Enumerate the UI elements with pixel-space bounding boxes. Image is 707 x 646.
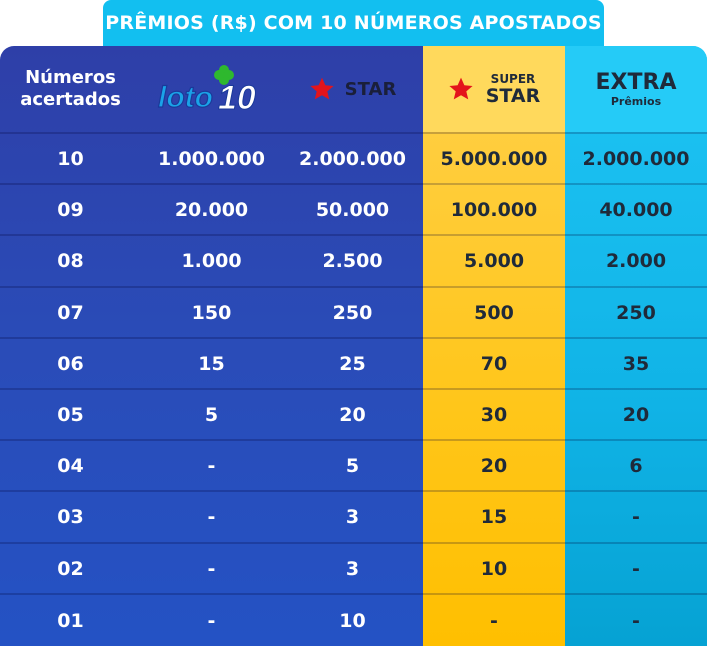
- star-prize: 250: [332, 301, 373, 324]
- main-columns-bg: [0, 46, 423, 646]
- super-star-prize: 30: [480, 403, 508, 426]
- numbers-cell: 09: [57, 198, 84, 221]
- super-star-header-bg: [423, 46, 565, 132]
- extra-header-bg: [565, 46, 707, 132]
- star-prize: 2.500: [322, 250, 383, 272]
- header-extra: EXTRA Prêmios: [565, 46, 707, 132]
- super-star-prize: 10: [480, 557, 508, 580]
- star-prize: 5: [345, 454, 360, 477]
- svg-text:loto: loto: [158, 81, 213, 114]
- super-star-prize: 15: [480, 506, 508, 528]
- numbers-cell: 03: [57, 506, 84, 528]
- loto10-prize: 5: [204, 403, 219, 426]
- extra-prize: -: [632, 557, 640, 580]
- star-prize: 25: [339, 352, 366, 375]
- header-loto10: loto 10: [141, 46, 282, 132]
- extra-prize: 2.000: [605, 250, 667, 272]
- extra-prize: 6: [629, 454, 643, 477]
- extra-prize: -: [632, 609, 640, 632]
- loto10-prize: 15: [198, 352, 225, 375]
- extra-prize: 35: [622, 352, 650, 375]
- loto10-prize: 1.000: [181, 250, 242, 272]
- numbers-cell: 08: [57, 250, 84, 272]
- loto10-prize: -: [207, 557, 216, 580]
- super-star-prize: 5.000.000: [440, 147, 548, 170]
- header-numbers-acertados: Números acertados: [0, 46, 141, 132]
- super-star-prize: 70: [480, 352, 508, 375]
- extra-column-bg: [565, 46, 707, 646]
- extra-prize: 20: [622, 403, 650, 426]
- loto10-logo: loto 10: [157, 65, 256, 118]
- super-star-big-label: STAR: [485, 85, 541, 107]
- numbers-cell: 05: [57, 403, 84, 426]
- extra-prize: -: [632, 506, 640, 528]
- star-prize: 10: [339, 609, 366, 632]
- extra-small-label: Prêmios: [610, 94, 662, 108]
- prize-table: Números acertados loto 10 STAR SUPER STA…: [0, 46, 707, 646]
- star-icon: [449, 77, 473, 100]
- loto10-prize: -: [207, 506, 216, 528]
- loto10-prize: -: [207, 609, 216, 632]
- super-star-small-label: SUPER: [490, 72, 536, 86]
- numbers-cell: 01: [57, 609, 84, 632]
- extra-big-label: EXTRA: [595, 69, 677, 95]
- star-prize: 50.000: [315, 198, 390, 221]
- svg-text:10: 10: [218, 79, 256, 117]
- super-star-column-bg: [423, 46, 565, 646]
- extra-prize: 40.000: [599, 198, 673, 221]
- numbers-cell: 10: [57, 147, 84, 170]
- extra-prize: 2.000.000: [582, 147, 690, 170]
- table-title: PRÊMIOS (R$) COM 10 NÚMEROS APOSTADOS: [103, 0, 604, 46]
- super-star-prize: 100.000: [450, 198, 538, 221]
- loto10-prize: 150: [191, 301, 232, 324]
- numbers-cell: 07: [57, 301, 84, 324]
- super-star-prize: 5.000: [463, 250, 525, 272]
- star-prize: 3: [345, 506, 360, 528]
- header-star: STAR: [282, 46, 423, 132]
- loto10-prize: 1.000.000: [158, 147, 265, 170]
- loto10-prize: 20.000: [174, 198, 249, 221]
- loto10-prize: -: [207, 454, 216, 477]
- numbers-cell: 06: [57, 352, 84, 375]
- star-icon: [310, 77, 334, 100]
- super-star-prize: 500: [474, 301, 514, 324]
- numbers-cell: 02: [57, 557, 84, 580]
- star-prize: 20: [339, 403, 366, 426]
- extra-prize: 250: [616, 301, 656, 324]
- super-star-prize: 20: [480, 454, 508, 477]
- numbers-cell: 04: [57, 454, 84, 477]
- star-label: STAR: [344, 78, 397, 100]
- star-prize: 3: [345, 557, 360, 580]
- header-super-star: SUPER STAR: [423, 46, 565, 132]
- super-star-prize: -: [490, 609, 498, 632]
- star-prize: 2.000.000: [299, 147, 406, 170]
- header-numbers-label: Números acertados: [20, 67, 121, 110]
